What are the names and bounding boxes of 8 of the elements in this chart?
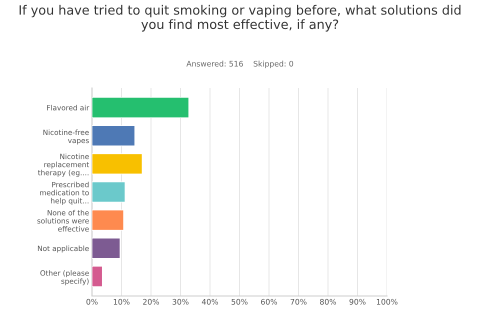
bar	[92, 153, 142, 174]
bar	[92, 125, 136, 146]
bar	[92, 182, 126, 202]
bar	[92, 210, 124, 231]
bar	[92, 97, 190, 118]
bar	[92, 238, 120, 259]
chart-title: If you have tried to quit smoking or vaping before, what solutions did you find most effective, if any?	[20, 4, 460, 32]
bar	[92, 266, 103, 287]
